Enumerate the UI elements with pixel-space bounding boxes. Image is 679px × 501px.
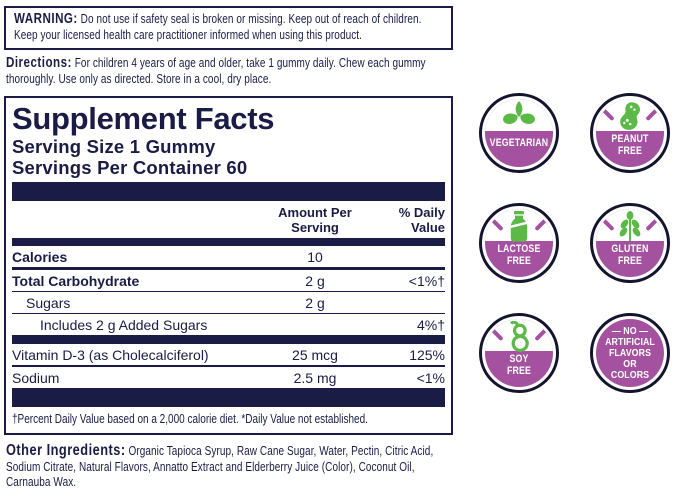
header-spacer [12,205,255,235]
badge-peanut-free: PEANUT FREE [590,93,670,173]
badge-label: GLUTEN FREE [611,243,649,267]
supplement-facts-panel: Supplement Facts Serving Size 1 Gummy Se… [4,96,453,435]
slash-icon [487,324,504,342]
badge-lactose-free: LACTOSE FREE [479,203,559,283]
directions-paragraph: Directions: For children 4 years of age … [6,55,451,87]
column-header-daily-value: % Daily Value [398,205,445,235]
divider-bar-bottom [12,388,445,407]
slash-icon [534,324,551,342]
certification-badges: VEGETARIAN PEANUT [479,93,670,393]
sprout-leaf-icon [503,101,535,125]
warning-box: WARNING: Do not use if safety seal is br… [4,6,453,50]
other-ingredients-label: Other Ingredients: [6,442,126,459]
table-row-sodium: Sodium 2.5 mg <1% [12,365,445,388]
warning-label: WARNING: [14,11,78,27]
table-row-total-carbohydrate: Total Carbohydrate 2 g <1%† [12,267,445,291]
badge-soy-free: SOY FREE [479,313,559,393]
directions-label: Directions: [6,55,72,71]
slash-icon [645,104,662,122]
badge-no-artificial-flavors-colors: — NO — ARTIFICIAL FLAVORS OR COLORS [590,313,670,393]
wheat-icon [619,211,641,241]
column-header-amount: Amount Per Serving [278,205,352,235]
serving-size: Serving Size 1 Gummy [12,136,216,157]
warning-paragraph: WARNING: Do not use if safety seal is br… [14,11,443,43]
badge-gluten-free: GLUTEN FREE [590,203,670,283]
other-ingredients-paragraph: Other Ingredients: Organic Tapioca Syrup… [6,443,451,491]
slash-icon [645,214,662,232]
divider-bar-header [12,238,445,246]
table-header-row: Amount Per Serving % Daily Value [12,201,445,238]
peanut-icon [620,102,641,130]
divider-bar-top [12,182,445,201]
table-row-calories: Calories 10 [12,249,323,265]
directions: Directions: For children 4 years of age … [4,55,453,87]
soybean-pod-icon [509,321,529,352]
slash-icon [487,214,504,232]
badge-label: — NO — ARTIFICIAL FLAVORS OR COLORS [605,324,655,381]
slash-icon [598,104,615,122]
table-row-vitamin-d3: Vitamin D-3 (as Cholecalciferol) 25 mcg … [12,347,445,363]
other-ingredients: Other Ingredients: Organic Tapioca Syrup… [4,443,453,491]
badge-vegetarian: VEGETARIAN [479,93,559,173]
divider-bar-mid [12,335,445,344]
servings-per-container: Servings Per Container 60 [12,157,248,178]
table-row-added-sugars: Includes 2 g Added Sugars 4%† [12,313,445,335]
badge-label: VEGETARIAN [489,137,549,149]
table-row-sugars: Sugars 2 g [12,291,445,313]
badge-label: SOY FREE [506,353,532,377]
badge-label: PEANUT FREE [611,133,649,157]
supplement-facts-title: Supplement Facts [12,101,275,136]
daily-value-footnote: †Percent Daily Value based on a 2,000 ca… [12,412,368,426]
other-ingredients-text: Organic Tapioca Syrup, Raw Cane Sugar, W… [6,444,434,489]
slash-icon [598,214,615,232]
milk-bottle-icon [510,211,528,242]
warning-text: Do not use if safety seal is broken or m… [14,12,422,42]
directions-text: For children 4 years of age and older, t… [6,56,426,86]
badge-label: LACTOSE FREE [497,243,541,267]
label-left-column: WARNING: Do not use if safety seal is br… [4,6,453,491]
slash-icon [534,214,551,232]
